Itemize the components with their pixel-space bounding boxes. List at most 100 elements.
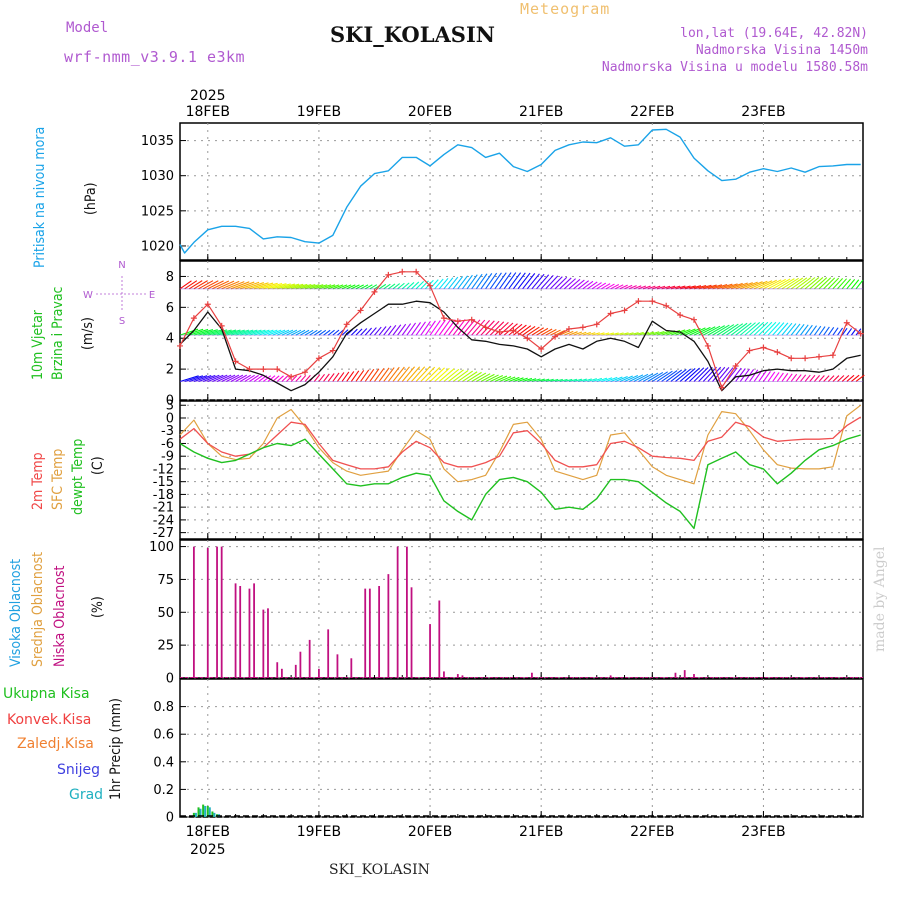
bottom-day-label: 19FEB	[297, 824, 341, 840]
compass-letter: S	[119, 316, 125, 327]
wind-gust-series-marker	[857, 330, 864, 337]
wind-barb	[656, 330, 670, 336]
wind-barb	[531, 327, 544, 336]
wind-barb	[582, 378, 592, 382]
legend-convective-rain: Konvek.Kisa	[7, 712, 92, 728]
wind-barb	[193, 374, 212, 382]
wind-gust-series-marker	[204, 301, 211, 308]
wind-barb	[508, 272, 522, 290]
wind-barb	[374, 326, 382, 336]
wind-barb	[577, 280, 590, 290]
wind-barb	[615, 284, 624, 290]
wind-barb	[364, 284, 373, 290]
wind-barb	[638, 331, 649, 336]
top-day-label: 18FEB	[186, 104, 230, 120]
wind-barb	[202, 280, 219, 290]
wind-barb	[189, 375, 208, 382]
wind-barb	[601, 377, 613, 382]
wind-barb	[642, 372, 659, 382]
snow-precip-bar	[199, 808, 202, 817]
wind-barb	[814, 277, 828, 290]
wind-barb	[346, 371, 355, 382]
wind-barb	[216, 374, 232, 382]
temperature-frame	[179, 400, 864, 540]
compass-letter: N	[118, 260, 125, 271]
wind-gust-series-marker	[538, 346, 545, 353]
pressure-ytick-label: 1025	[141, 204, 174, 219]
wind-barb	[244, 329, 262, 336]
wind-barb	[401, 366, 416, 382]
wind-barb	[591, 332, 600, 336]
wind-barb	[767, 322, 781, 336]
wind-barb	[559, 277, 572, 290]
wind-barb	[490, 375, 504, 382]
wind-barb	[179, 375, 199, 382]
clouds-frame	[179, 539, 864, 679]
wind-barb	[656, 370, 673, 382]
wind-barb	[684, 367, 700, 382]
wind-barb	[647, 285, 656, 290]
wind-barb	[827, 277, 840, 290]
wind-barb	[443, 368, 460, 382]
wind-barb	[725, 367, 738, 382]
wind-barb	[772, 372, 780, 382]
precip-ytick-label: 0.2	[153, 783, 174, 798]
wind-gust-series-marker	[343, 321, 350, 328]
wind-barb	[494, 321, 509, 336]
wind-gust-series-marker	[635, 298, 642, 305]
wind-barb	[309, 329, 318, 336]
wind-barb	[476, 373, 491, 382]
wind-gust-series-marker	[524, 335, 531, 342]
wind-barb	[813, 325, 822, 336]
wind-barb	[485, 272, 498, 290]
wind-barb	[679, 285, 691, 290]
wind-barb	[277, 283, 296, 290]
wind-barb	[360, 369, 370, 382]
wind-gust-series-marker	[468, 316, 475, 323]
wind-barb	[318, 329, 327, 336]
wind-barb	[240, 329, 258, 336]
wind-barb	[841, 374, 850, 382]
wind-gust-series-marker	[774, 349, 781, 356]
wind-barb	[263, 282, 283, 290]
wind-barb	[230, 329, 250, 336]
altitude-text: Nadmorska Visina 1450m	[695, 43, 868, 58]
wind-gust-series-marker	[496, 329, 503, 336]
wind-barb	[378, 367, 390, 382]
wind-barb	[253, 282, 274, 290]
wind-barb	[452, 276, 464, 290]
wind-gust-series	[179, 271, 862, 389]
temp-2m-series	[179, 416, 862, 470]
wind-barb	[480, 373, 495, 382]
wind-barb	[314, 284, 328, 290]
wind-gust-series-marker	[552, 333, 559, 340]
wind-barb	[512, 272, 526, 290]
wind-barb	[744, 281, 763, 290]
wind-barb	[624, 284, 633, 290]
wind-barb	[383, 367, 395, 382]
wind-barb	[448, 276, 459, 290]
wind-barb	[841, 278, 852, 290]
wind-barb	[846, 279, 856, 290]
wind-gust-series-marker	[760, 344, 767, 351]
wind-barb	[582, 331, 591, 336]
wind-barb	[397, 323, 407, 336]
wind-barb	[749, 280, 768, 290]
wind-gust-series-marker	[607, 310, 614, 317]
wind-barb	[424, 320, 436, 336]
model-label: Model	[66, 20, 109, 36]
wind-barb	[804, 277, 820, 290]
wind-barb	[666, 285, 676, 290]
wind-barb	[675, 285, 686, 290]
wind-barb	[513, 324, 527, 336]
wind-barb	[832, 277, 844, 290]
wind-barb	[610, 376, 623, 382]
wind-barb	[420, 321, 431, 336]
wind-barb	[244, 282, 265, 290]
wind-barb	[466, 274, 478, 290]
wind-barb	[179, 280, 192, 290]
bottom-day-label: 22FEB	[630, 824, 674, 840]
wind-gust-series-marker	[218, 322, 225, 329]
wind-gust-series-marker	[232, 358, 239, 365]
wind-barb	[763, 321, 777, 336]
